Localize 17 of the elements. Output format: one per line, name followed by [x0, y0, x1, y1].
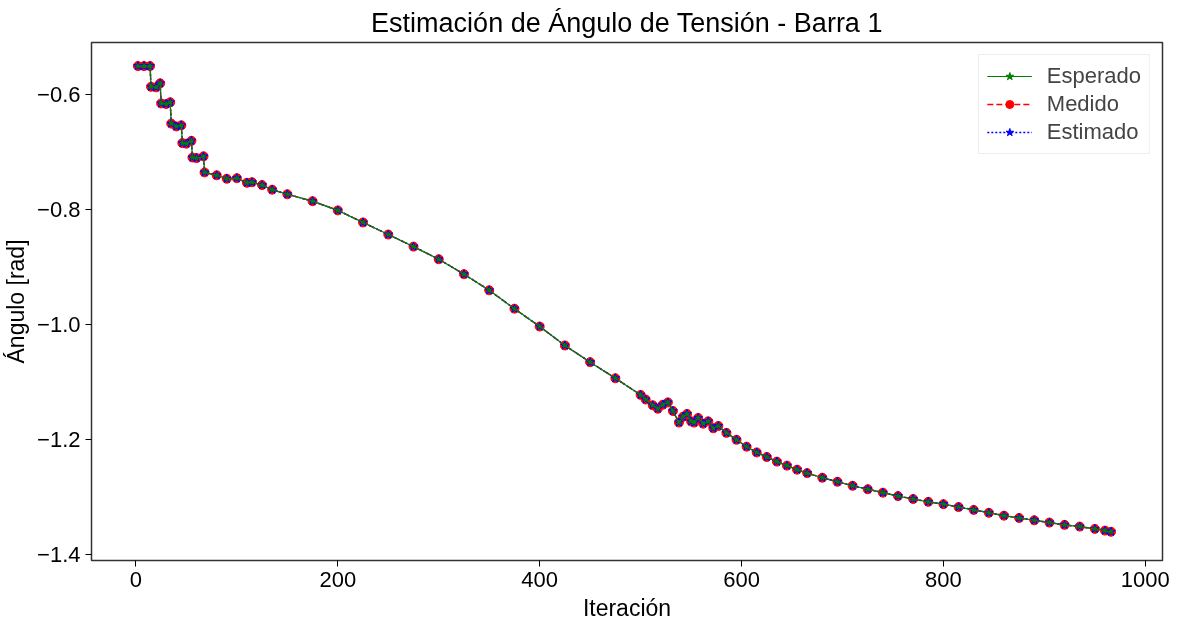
x-tick-label: 200 — [319, 566, 357, 592]
x-tick-label: 400 — [521, 566, 559, 592]
legend-label: Esperado — [1046, 63, 1141, 89]
x-tick-label: 1000 — [1120, 566, 1170, 592]
x-axis-title: Iteración — [582, 594, 672, 621]
y-tick-label: −1.4 — [37, 542, 81, 568]
x-tick-label: 800 — [925, 566, 962, 592]
legend-label: Estimado — [1046, 119, 1139, 145]
x-tick-label: 0 — [129, 566, 143, 592]
chart-title: Estimación de Ángulo de Tensión - Barra 1 — [371, 7, 883, 38]
y-tick-label: −1.0 — [37, 312, 81, 338]
y-tick-label: −0.6 — [37, 82, 81, 108]
x-tick-label: 600 — [723, 566, 760, 592]
y-axis-title: Ángulo [rad] — [3, 239, 30, 364]
y-tick-label: −0.8 — [37, 197, 81, 223]
y-tick-label: −1.2 — [37, 427, 81, 453]
legend-label: Medido — [1046, 91, 1119, 117]
